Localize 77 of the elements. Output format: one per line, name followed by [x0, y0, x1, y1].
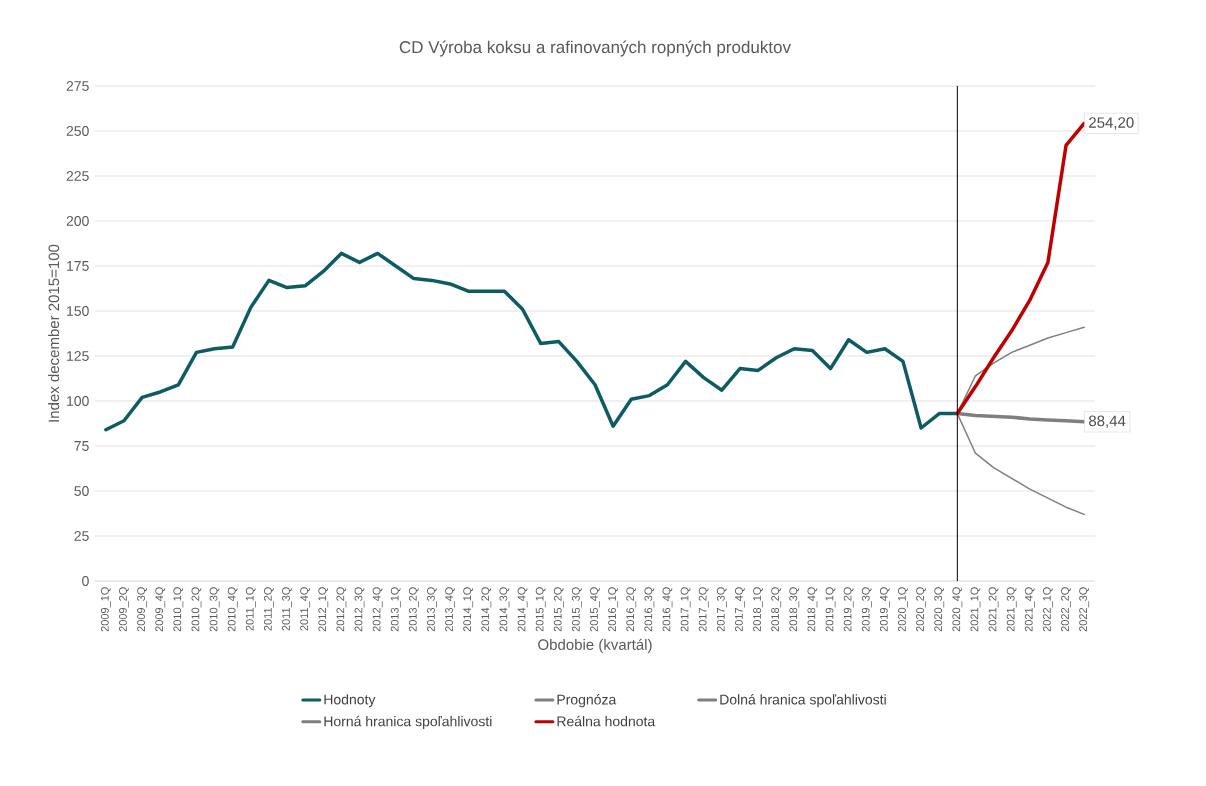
legend-label: Reálna hodnota [557, 715, 656, 727]
x-tick-label: 2015_2Q [553, 587, 564, 632]
x-tick-label: 2012_4Q [372, 587, 383, 632]
x-tick-label: 2014_2Q [481, 587, 492, 632]
y-tick-label: 250 [66, 126, 89, 136]
x-tick-label: 2016_2Q [626, 587, 637, 632]
x-tick-label: 2015_1Q [535, 587, 546, 632]
x-tick-label: 2010_3Q [209, 587, 220, 632]
x-tick-label: 2018_3Q [789, 587, 800, 632]
y-tick-label: 0 [82, 576, 89, 586]
x-tick-label: 2009_2Q [119, 587, 129, 632]
x-tick-label: 2009_3Q [137, 587, 148, 632]
legend-label: Prognóza [557, 694, 617, 708]
x-tick-label: 2011_3Q [282, 587, 292, 631]
x-tick-label: 2014_4Q [517, 587, 528, 632]
chart-title: CD Výroba koksu a rafinovaných ropných produktov [399, 40, 791, 57]
x-axis-title: Obdobie (kvartál) [538, 638, 652, 653]
y-tick-label: 200 [66, 216, 89, 226]
y-tick-label: 100 [67, 396, 89, 406]
y-axis-title: Index december 2015=100 [48, 244, 60, 422]
x-tick-label: 2018_4Q [807, 587, 818, 632]
x-tick-label: 2019_1Q [825, 587, 836, 632]
x-tick-label: 2017_3Q [716, 587, 727, 632]
x-tick-label: 2013_2Q [408, 587, 419, 632]
x-tick-label: 2016_1Q [608, 587, 619, 632]
x-tick-label: 2013_3Q [427, 587, 437, 632]
x-tick-label: 2013_4Q [445, 587, 456, 632]
x-tick-label: 2021_3Q [1006, 587, 1017, 632]
legend-label: Hodnoty [324, 694, 376, 708]
y-tick-label: 125 [67, 351, 89, 361]
x-tick-label: 2009_1Q [100, 587, 111, 632]
x-tick-label: 2012_3Q [354, 587, 365, 632]
x-tick-label: 2017_4Q [735, 587, 745, 632]
x-tick-label: 2016_4Q [662, 587, 673, 632]
x-tick-label: 2021_2Q [988, 587, 999, 632]
x-tick-label: 2021_1Q [970, 587, 981, 632]
x-tick-label: 2017_2Q [698, 587, 709, 632]
x-tick-label: 2019_4Q [879, 587, 890, 632]
y-tick-label: 25 [74, 531, 89, 541]
x-tick-label: 2016_3Q [644, 587, 655, 632]
x-tick-label: 2013_1Q [390, 587, 401, 632]
y-tick-label: 50 [74, 486, 89, 496]
legend-label: Horná hranica spoľahlivosti [324, 715, 492, 730]
x-tick-label: 2018_1Q [753, 587, 763, 632]
y-tick-label: 225 [66, 171, 89, 181]
x-tick-label: 2019_2Q [843, 587, 854, 632]
x-tick-label: 2022_1Q [1042, 587, 1053, 632]
y-tick-label: 75 [74, 441, 89, 451]
x-tick-label: 2010_2Q [191, 587, 202, 632]
x-tick-label: 2014_3Q [499, 587, 510, 632]
y-tick-label: 175 [67, 261, 89, 271]
x-tick-label: 2012_1Q [318, 587, 329, 632]
x-tick-label: 2020_2Q [916, 587, 927, 632]
annotation: 88,44 [1089, 415, 1126, 428]
x-tick-label: 2021_4Q [1024, 587, 1035, 632]
x-tick-label: 2010_1Q [173, 587, 184, 632]
x-tick-label: 2020_4Q [952, 587, 963, 632]
legend-label: Dolná hranica spoľahlivosti [720, 694, 886, 708]
x-tick-label: 2020_3Q [934, 587, 945, 632]
x-tick-label: 2011_2Q [263, 587, 274, 631]
x-tick-label: 2011_1Q [245, 587, 256, 631]
x-tick-label: 2009_4Q [155, 587, 166, 632]
x-tick-label: 2020_1Q [898, 587, 908, 632]
x-tick-label: 2017_1Q [680, 587, 691, 632]
x-tick-label: 2015_3Q [571, 587, 582, 632]
y-tick-label: 275 [66, 81, 89, 91]
annotation: 254,20 [1089, 117, 1134, 130]
x-tick-label: 2011_4Q [300, 587, 311, 631]
x-tick-label: 2022_3Q [1079, 587, 1090, 632]
x-tick-label: 2012_2Q [336, 587, 347, 632]
x-tick-label: 2019_3Q [861, 587, 872, 632]
x-tick-label: 2018_2Q [771, 587, 782, 632]
x-tick-label: 2015_4Q [590, 587, 600, 632]
y-tick-label: 150 [67, 306, 89, 316]
x-tick-label: 2014_1Q [463, 587, 474, 632]
x-tick-label: 2010_4Q [227, 587, 238, 632]
x-tick-label: 2022_2Q [1061, 587, 1071, 632]
